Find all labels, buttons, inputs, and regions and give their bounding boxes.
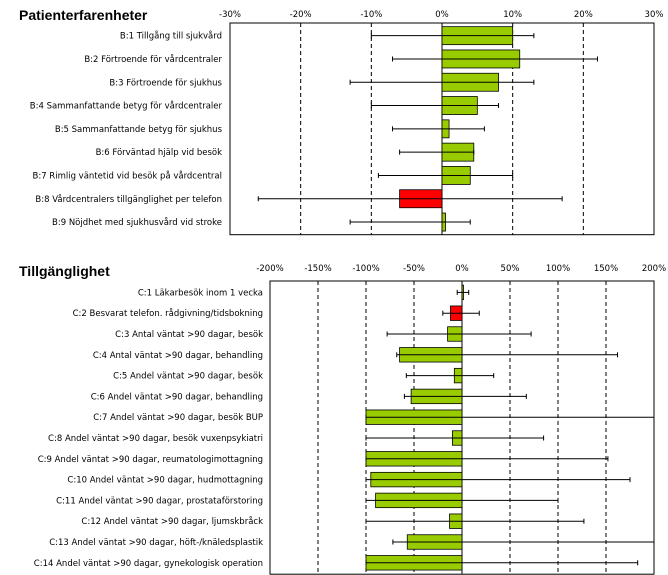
chart-0: -30% -20% -10% 0% 10% 20% 30% B:1 Tillgång till… xyxy=(30,10,664,236)
x-tick-label: 10% xyxy=(503,10,522,20)
category-label: B:5 Sammanfattande betyg för sjukhus xyxy=(55,125,223,135)
category-label: C:4 Antal väntat >90 dagar, behandling xyxy=(93,351,263,361)
x-tick-label: 100% xyxy=(546,264,570,274)
category-label: B:1 Tillgång till sjukvård xyxy=(120,31,222,42)
category-label: C:6 Andel väntat >90 dagar, behandling xyxy=(91,392,263,402)
x-tick-label: -20% xyxy=(290,10,312,20)
x-tick-label: -30% xyxy=(219,10,241,20)
category-label: C:12 Andel väntat >90 dagar, ljumskbråck xyxy=(81,516,263,527)
x-tick-label: 150% xyxy=(594,264,618,274)
category-label: B:4 Sammanfattande betyg för vårdcentral… xyxy=(30,101,223,112)
category-label: B:7 Rimlig väntetid vid besök på vårdcen… xyxy=(33,170,223,181)
x-tick-label: -200% xyxy=(256,264,283,274)
x-tick-label: -100% xyxy=(352,264,379,274)
category-label: C:9 Andel väntat >90 dagar, reumatologim… xyxy=(38,455,263,465)
category-label: C:14 Andel väntat >90 dagar, gynekologis… xyxy=(34,559,263,569)
x-tick-label: 0% xyxy=(435,10,449,20)
category-label: C:3 Antal väntat >90 dagar, besök xyxy=(115,330,263,340)
category-label: C:1 Läkarbesök inom 1 vecka xyxy=(138,288,263,298)
category-label: C:7 Andel väntat >90 dagar, besök BUP xyxy=(93,413,263,423)
category-label: B:8 Vårdcentralers tillgänglighet per te… xyxy=(35,194,222,205)
x-tick-label: -10% xyxy=(360,10,382,20)
category-label: B:2 Förtroende för vårdcentraler xyxy=(84,54,222,65)
x-tick-label: 20% xyxy=(574,10,593,20)
x-tick-label: 0% xyxy=(455,264,469,274)
x-tick-label: 200% xyxy=(642,264,666,274)
category-label: C:10 Andel väntat >90 dagar, hudmottagni… xyxy=(67,476,263,486)
category-label: C:2 Besvarat telefon. rådgivning/tidsbok… xyxy=(73,308,263,319)
chart-title-patienterfarenheter: Patienterfarenheter xyxy=(19,7,148,23)
category-label: C:5 Andel väntat >90 dagar, besök xyxy=(113,372,263,382)
x-tick-label: -150% xyxy=(304,264,331,274)
category-label: B:9 Nöjdhet med sjukhusvård vid stroke xyxy=(52,217,222,228)
x-tick-label: 30% xyxy=(645,10,664,20)
category-label: B:3 Förtroende för sjukhus xyxy=(109,78,222,88)
category-label: C:13 Andel väntat >90 dagar, höft-/knäle… xyxy=(49,538,263,548)
category-label: C:11 Andel väntat >90 dagar, prostataför… xyxy=(56,496,263,506)
category-label: B:6 Förväntad hjälp vid besök xyxy=(96,148,223,158)
x-tick-label: 50% xyxy=(501,264,520,274)
chart-title-tillganglighet: Tillgänglighet xyxy=(19,263,110,279)
category-label: C:8 Andel väntat >90 dagar, besök vuxenp… xyxy=(48,434,263,444)
x-tick-label: -50% xyxy=(403,264,425,274)
chart-1: -200% -150% -100% -50% 0% 50% 100% 150% 200% C:1 … xyxy=(34,264,666,575)
